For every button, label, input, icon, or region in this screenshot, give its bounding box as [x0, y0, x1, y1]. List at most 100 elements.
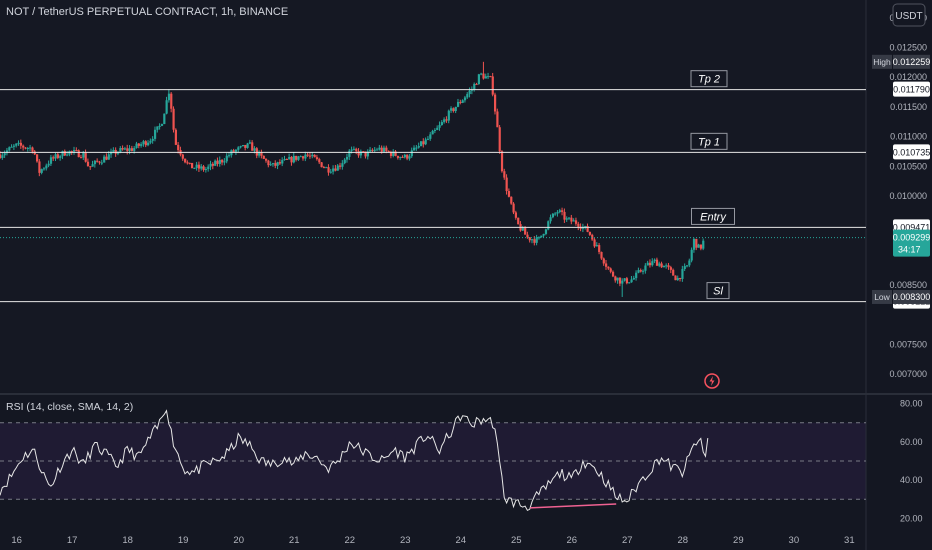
candle-body [290, 157, 293, 163]
time-tick-label: 17 [67, 535, 78, 546]
candle-body [332, 168, 335, 172]
low-tag-label: Low [874, 292, 890, 302]
countdown-label: 34:17 [898, 245, 921, 255]
candle-body [459, 101, 462, 103]
candle-body [436, 127, 439, 130]
price-tick-label: 0.011000 [890, 132, 927, 142]
candle-body [66, 154, 69, 156]
time-tick-label: 24 [455, 535, 466, 546]
candle-body [646, 262, 649, 266]
currency-button[interactable]: USDT [892, 3, 926, 27]
rsi-tick-label: 80.00 [900, 399, 923, 409]
time-tick-label: 25 [511, 535, 522, 546]
candle-body [521, 227, 524, 231]
candle-body [547, 221, 550, 230]
candle-body [15, 143, 18, 146]
candle-body [216, 160, 219, 164]
candle-body [392, 151, 395, 156]
candle-body [537, 237, 541, 239]
candle-body [348, 150, 351, 157]
candle-body [246, 143, 249, 148]
candle-body [61, 150, 64, 157]
rsi-tick-label: 20.00 [900, 513, 923, 523]
candle-body [568, 217, 571, 219]
candle-body [160, 124, 164, 126]
candle-body [628, 282, 631, 284]
candle-body [524, 227, 527, 235]
candle-body [350, 149, 353, 151]
level-name: Tp 1 [698, 136, 720, 148]
candle-body [267, 160, 270, 166]
candle-body [271, 163, 275, 165]
candle-body [91, 164, 94, 167]
candle-body [285, 158, 289, 160]
candle-body [487, 76, 490, 78]
candle-body [584, 226, 587, 228]
candle-body [119, 148, 122, 152]
candle-body [401, 156, 404, 158]
high-tag-label: High [873, 57, 891, 67]
candle-body [355, 148, 358, 152]
level-name-box [690, 132, 728, 150]
candle-body [79, 157, 83, 159]
candle-body [426, 138, 430, 140]
time-tick-label: 19 [178, 535, 189, 546]
candle-body [19, 142, 23, 146]
candle-body [269, 164, 272, 166]
candle-body [193, 167, 196, 169]
candle-body [248, 142, 252, 144]
candle-body [385, 147, 388, 151]
candle-body [352, 148, 356, 150]
time-axis[interactable]: 16 17 18 19 20 21 22 23 24 25 26 27 28 29 30 31 [11, 535, 854, 546]
candle-body [325, 167, 328, 169]
candle-body [322, 167, 326, 169]
candle-body [140, 144, 143, 146]
candle-body [563, 211, 566, 220]
candle-body [699, 244, 703, 249]
candle-body [676, 277, 679, 281]
candle-body [112, 149, 115, 152]
candle-body [692, 238, 696, 250]
candle-body [387, 150, 390, 152]
candle-body [318, 159, 321, 163]
candle-body [605, 263, 608, 267]
candle-body [413, 147, 416, 151]
time-tick-label: 21 [289, 535, 300, 546]
candle-body [36, 154, 39, 162]
candle-body [371, 149, 374, 151]
candle-body [690, 249, 693, 261]
candle-body [632, 278, 635, 280]
candle-body [683, 266, 686, 270]
candle-body [311, 154, 314, 157]
time-tick-label: 16 [11, 535, 22, 546]
candle-body [225, 155, 228, 162]
time-tick-label: 22 [344, 535, 355, 546]
candle-body [40, 169, 43, 173]
candle-body [528, 237, 531, 241]
level-name: Entry [700, 211, 727, 223]
candle-body [607, 266, 610, 269]
candle-body [89, 166, 92, 168]
candle-body [702, 240, 705, 249]
candle-body [672, 269, 675, 276]
candle-body [586, 226, 589, 232]
candle-body [197, 164, 201, 169]
level-price-tag [893, 144, 930, 160]
candle-body [142, 141, 145, 145]
candle-body [526, 234, 529, 238]
divergence-line[interactable] [530, 503, 617, 509]
candle-body [533, 239, 536, 243]
candle-body [681, 269, 684, 279]
candle-body [202, 166, 205, 171]
candle-body [239, 146, 242, 148]
rsi-axis[interactable]: 80.00 60.00 40.00 20.00 [900, 399, 923, 524]
candle-body [466, 94, 469, 98]
candle-body [158, 125, 161, 127]
candle-body [558, 210, 561, 213]
alert-icon[interactable] [704, 373, 720, 389]
candle-body [329, 171, 332, 173]
candle-body [549, 217, 552, 222]
level-price-label: 0.010735 [893, 147, 931, 157]
candle-body [304, 154, 307, 159]
